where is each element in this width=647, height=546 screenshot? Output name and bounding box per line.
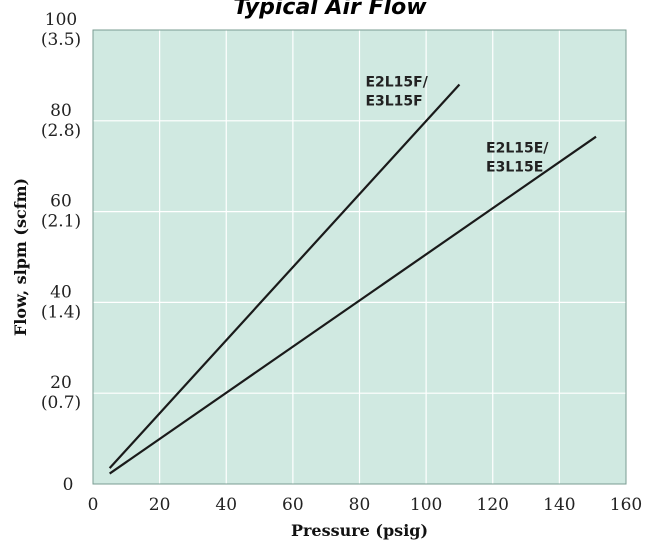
y-tick-sublabel: (1.4) [41,302,81,322]
y-tick-sublabel: (0.7) [41,393,81,413]
x-tick-label: 40 [215,495,237,515]
y-tick-label: 40 [50,282,72,302]
y-tick-sublabel: (3.5) [41,30,81,50]
series-label-line: E3L15E [486,160,543,176]
series-label-line: E3L15F [365,93,422,109]
y-tick-label: 60 [50,192,72,212]
series-label: E2L15E/E3L15E [486,141,549,176]
y-tick-sublabel: (2.1) [41,212,81,232]
series-label-line: E2L15E/ [486,141,549,157]
x-tick-label: 60 [282,495,304,515]
grid [93,30,626,484]
series-line [109,135,597,475]
series-layer: E2L15F/E3L15F E2L15E/E3L15E [108,74,597,475]
x-tick-label: 80 [349,495,371,515]
y-axis-label: Flow, slpm (scfm) [11,178,30,336]
series-label-line: E2L15F/ [365,74,428,90]
x-axis-label: Pressure (psig) [291,521,428,540]
series-label: E2L15F/E3L15F [365,74,428,109]
x-tick-label: 160 [610,495,642,515]
y-tick-label: 80 [50,101,72,121]
x-tick-label: 140 [543,495,575,515]
plot-frame [92,29,627,485]
tick-labels: 0 20 40 60 80 100 120 140 160020(0.7)40(1.4)60(2… [41,10,642,515]
y-tick-sublabel: (2.8) [41,121,81,141]
x-tick-label: 120 [477,495,509,515]
x-tick-label: 0 [88,495,99,515]
x-tick-label: 100 [410,495,442,515]
chart-title: Typical Air Flow [233,0,427,20]
y-tick-label: 20 [50,373,72,393]
y-tick-label: 100 [45,10,77,30]
series-line [108,83,461,469]
x-tick-label: 20 [149,495,171,515]
y-tick-label: 0 [63,475,74,495]
